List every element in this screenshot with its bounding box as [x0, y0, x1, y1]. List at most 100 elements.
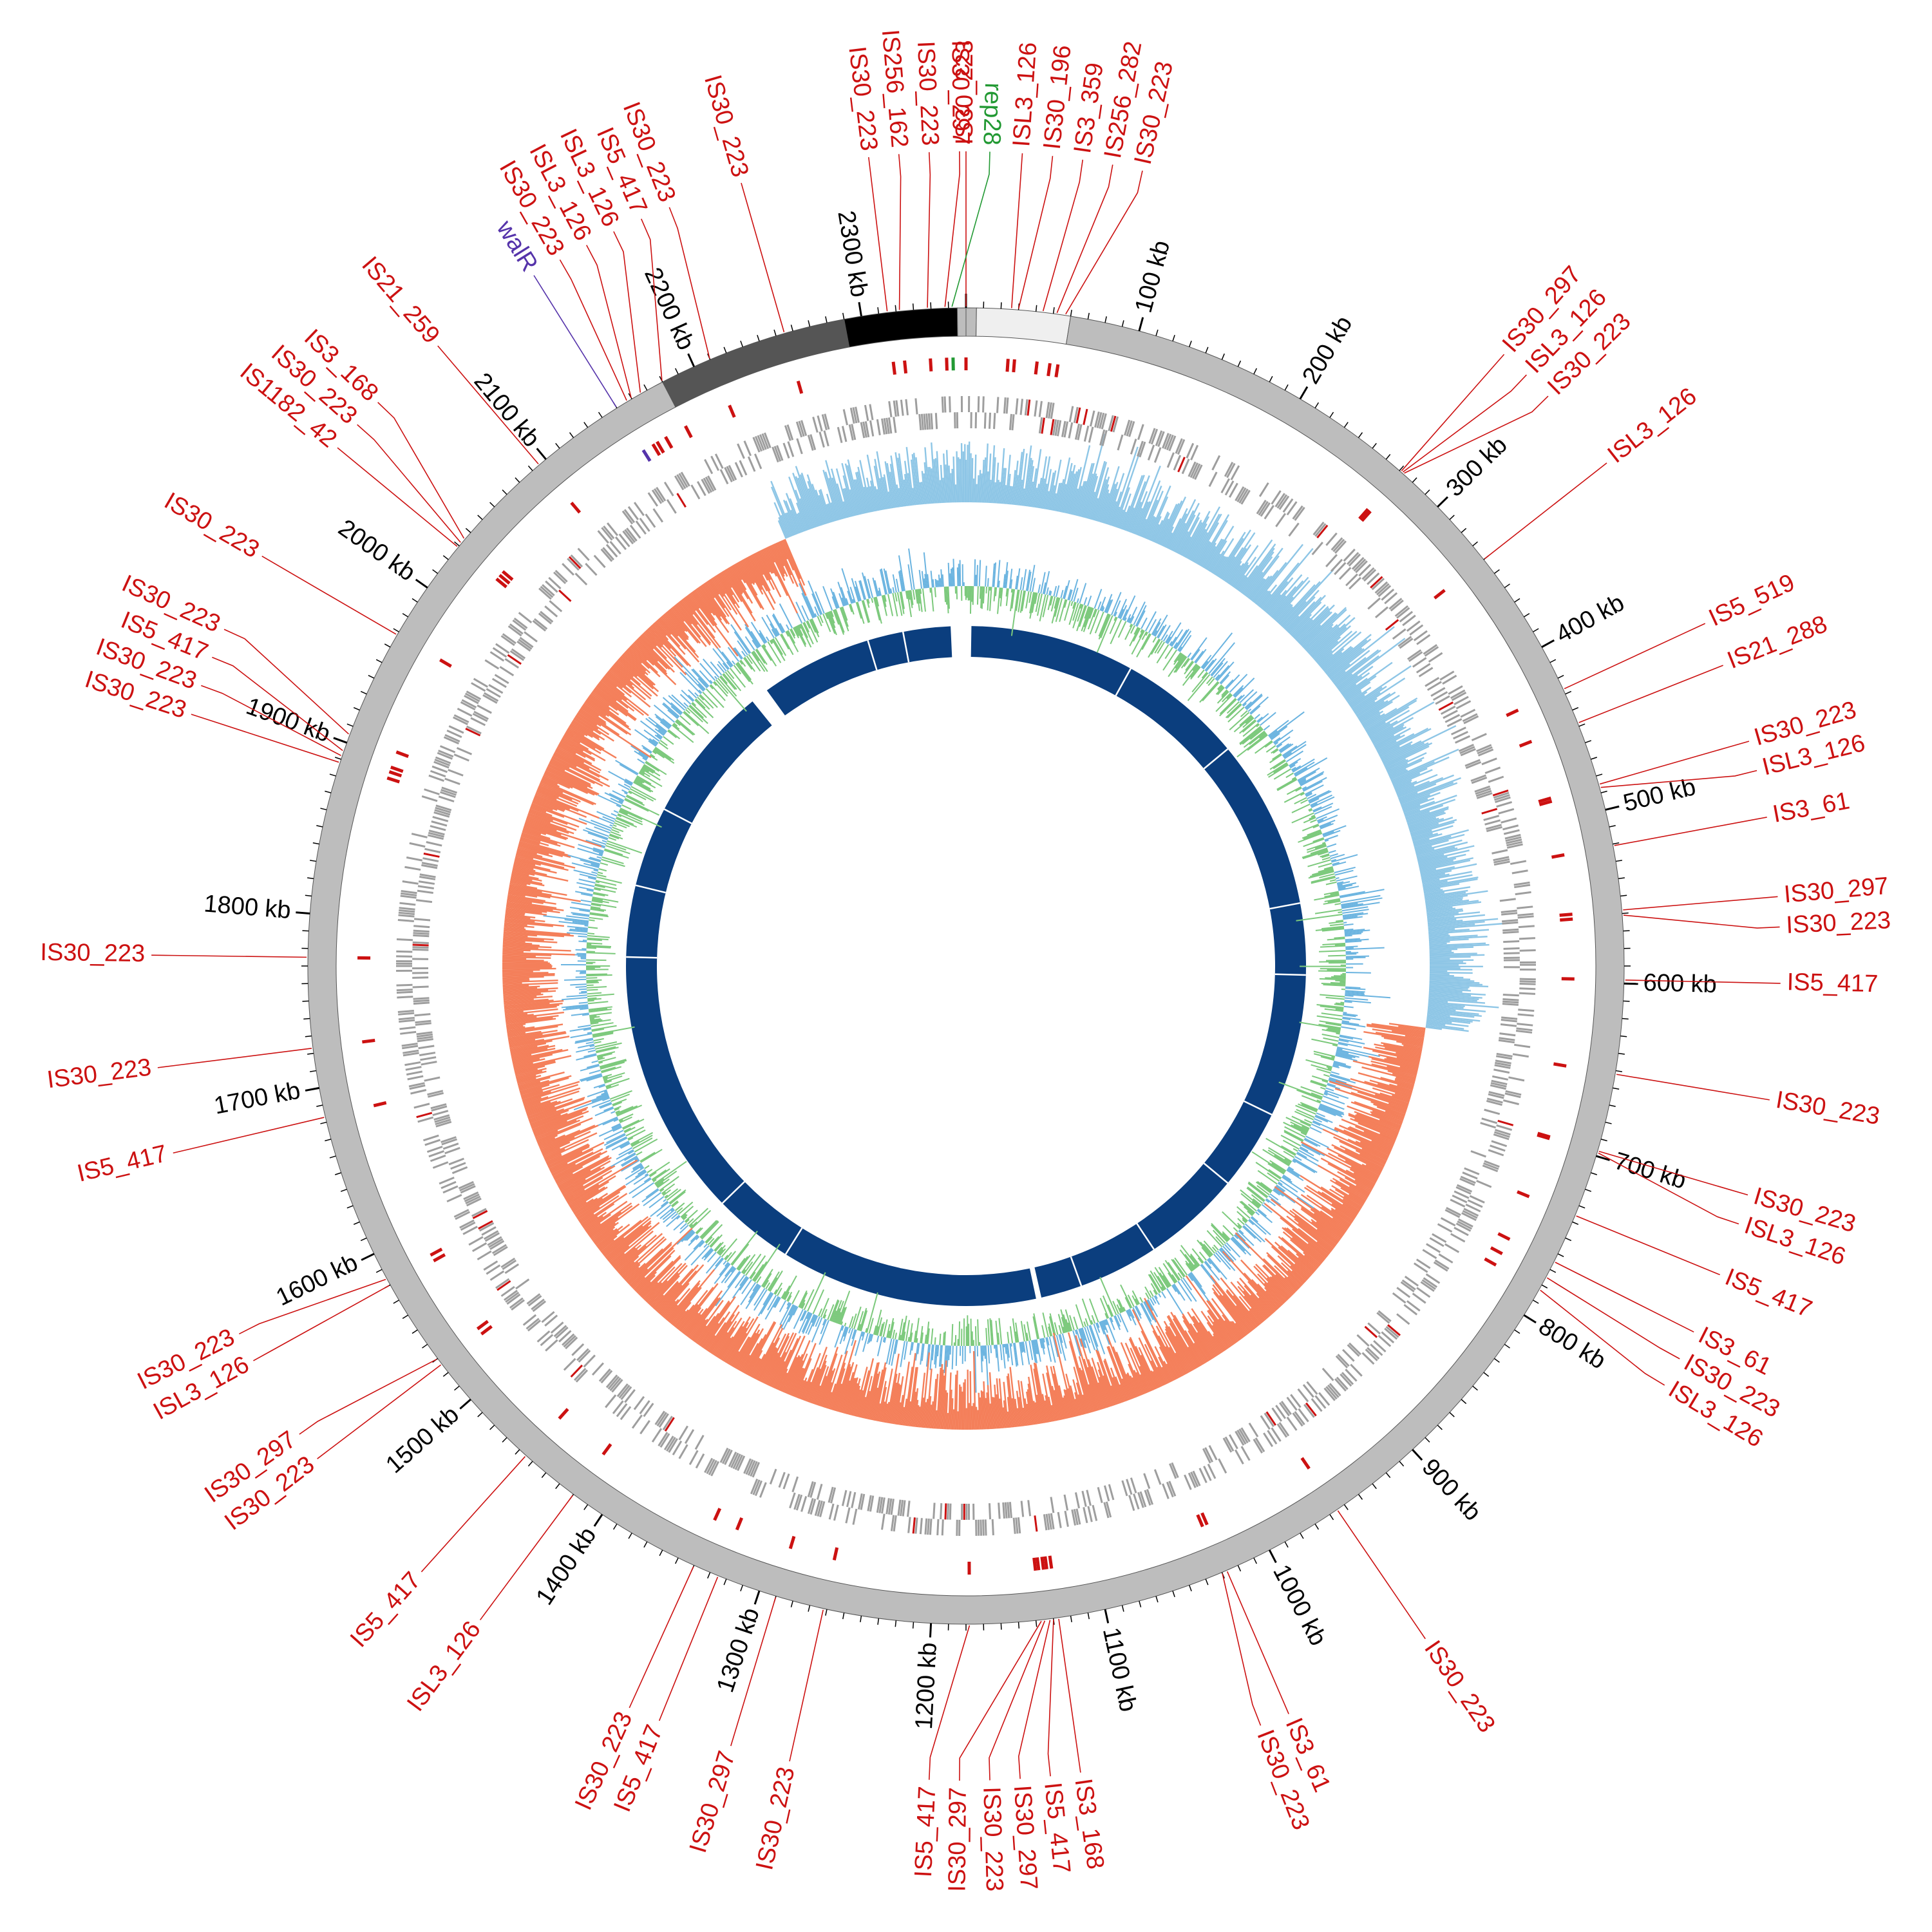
- gc-skew-bar: [1292, 1208, 1339, 1244]
- gc-skew-bar: [752, 554, 764, 576]
- gc-skew-bar: [1298, 611, 1332, 645]
- gc-content-bar: [1058, 1325, 1062, 1334]
- gc-content-bar: [1319, 1104, 1345, 1115]
- gene-block: [1421, 1279, 1436, 1290]
- gc-skew-bar: [1426, 911, 1481, 919]
- gene-block: [852, 407, 858, 424]
- gc-content-bar: [575, 949, 587, 951]
- gc-content-bar: [809, 619, 817, 633]
- gc-content-bar: [625, 1167, 645, 1180]
- gc-content-bar: [741, 1279, 752, 1294]
- gc-content-bar: [579, 909, 591, 913]
- gc-content-bar: [1079, 603, 1083, 609]
- gene-block: [1345, 573, 1358, 587]
- gc-content-bar: [1043, 571, 1050, 594]
- gene-block: [750, 1461, 758, 1477]
- gc-skew-bar: [1169, 1323, 1197, 1369]
- gc-skew-bar: [1172, 510, 1195, 552]
- gc-skew-bar: [1369, 701, 1435, 739]
- gc-content-bar: [1300, 1102, 1318, 1110]
- gc-content-bar: [1338, 1039, 1349, 1043]
- gc-skew-bar: [638, 1260, 674, 1296]
- gc-skew-bar: [696, 1312, 719, 1345]
- gc-skew-bar: [1166, 1316, 1198, 1368]
- gc-content-bar: [653, 705, 676, 723]
- gc-content-bar: [1262, 1149, 1290, 1167]
- gene-block: [1334, 562, 1347, 575]
- gc-content-bar: [1153, 1272, 1166, 1291]
- gc-content-bar: [1144, 1301, 1157, 1323]
- gc-content-bar: [587, 1049, 596, 1053]
- gc-content-bar: [1323, 900, 1341, 905]
- gc-skew-bar: [1287, 1276, 1300, 1289]
- gc-content-bar: [800, 623, 809, 638]
- gc-content-bar: [654, 746, 674, 761]
- gc-skew-bar: [1422, 880, 1448, 887]
- gene-block: [1263, 1432, 1274, 1448]
- gc-content-bar: [571, 902, 591, 907]
- gc-skew-bar: [613, 1244, 642, 1269]
- gene-block: [914, 398, 918, 415]
- gc-skew-bar: [1278, 1236, 1318, 1271]
- gc-skew-bar: [594, 687, 637, 721]
- gene-block: [1034, 1515, 1038, 1532]
- gc-content-bar: [769, 640, 773, 645]
- gc-skew-bar: [1424, 891, 1445, 896]
- gene-block: [782, 442, 790, 459]
- gene-block: [949, 396, 951, 413]
- gc-skew-bar: [972, 1350, 976, 1430]
- gc-skew-bar: [504, 1002, 550, 1009]
- gc-content-bar: [1190, 666, 1201, 680]
- gc-content-bar: [611, 1123, 621, 1129]
- gc-content-bar: [578, 1024, 591, 1028]
- gene-block: [488, 1238, 504, 1248]
- gc-skew-bar: [1386, 1057, 1419, 1066]
- gc-skew-bar: [525, 1101, 551, 1112]
- gc-content-bar: [1331, 1071, 1340, 1075]
- gc-content-bar: [1145, 1292, 1150, 1300]
- gc-skew-bar: [560, 1166, 605, 1193]
- gc-skew-bar: [1428, 1004, 1464, 1009]
- gc-content-bar: [1305, 791, 1312, 797]
- gc-skew-bar: [873, 466, 884, 510]
- gc-content-bar: [1276, 1184, 1286, 1192]
- gene-block: [925, 413, 929, 430]
- gc-skew-bar: [1076, 480, 1087, 516]
- gc-skew-bar: [1251, 1279, 1279, 1309]
- gene-block: [654, 488, 665, 503]
- gene-block: [663, 481, 674, 497]
- gc-skew-bar: [1385, 758, 1406, 770]
- gc-skew-bar: [503, 931, 565, 938]
- gc-content-bar: [610, 797, 623, 805]
- gc-skew-bar: [567, 1184, 600, 1204]
- gc-skew-bar: [502, 972, 549, 974]
- gc-content-bar: [699, 694, 714, 709]
- gc-content-bar: [1301, 1103, 1318, 1112]
- gc-content-bar: [843, 1327, 848, 1337]
- gene-block: [941, 1519, 944, 1536]
- gc-skew-bar: [1229, 545, 1259, 586]
- gc-content-bar: [580, 1074, 603, 1082]
- gc-content-bar: [1267, 719, 1289, 737]
- gc-skew-bar: [1052, 1365, 1066, 1419]
- gc-content-bar: [805, 1314, 815, 1334]
- gc-content-bar: [1291, 803, 1311, 813]
- gc-content-bar: [1148, 1274, 1160, 1294]
- gc-content-bar: [1235, 1233, 1250, 1249]
- gc-content-bar: [1101, 607, 1105, 612]
- gc-skew-bar: [512, 1048, 569, 1063]
- gc-skew-bar: [1063, 1389, 1072, 1418]
- gc-content-bar: [630, 786, 656, 800]
- gene-block: [605, 1394, 617, 1408]
- gene-block: [1373, 1340, 1387, 1353]
- gc-skew-bar: [648, 627, 677, 657]
- gc-content-bar: [1257, 1208, 1267, 1217]
- gene-block: [1092, 1504, 1098, 1521]
- gc-content-bar: [697, 696, 710, 710]
- gc-skew-bar: [1105, 488, 1118, 524]
- gc-content-bar: [1169, 641, 1173, 646]
- gene-block: [422, 857, 439, 862]
- gc-content-bar: [666, 1189, 681, 1201]
- gc-skew-bar: [1214, 1282, 1253, 1332]
- gene-block: [1481, 757, 1497, 766]
